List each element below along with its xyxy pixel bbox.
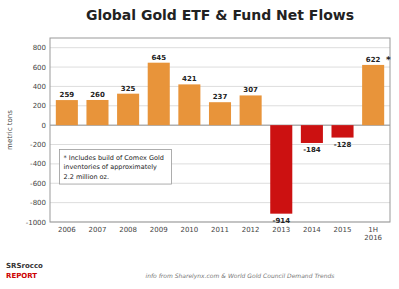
grid-line — [50, 86, 390, 87]
bar — [362, 65, 384, 125]
x-tick-label: 2006 — [58, 226, 76, 234]
bar — [240, 95, 262, 125]
y-tick-label: 600 — [33, 64, 46, 72]
grid-line — [50, 202, 390, 203]
x-tick-label: 2013 — [272, 226, 290, 234]
chart: Global Gold ETF & Fund Net Flows -1000 -80… — [0, 0, 399, 289]
bar — [178, 84, 200, 125]
y-tick-label: -800 — [30, 199, 46, 207]
data-label: 421 — [182, 75, 197, 83]
y-tick-label: 200 — [33, 102, 46, 110]
bar — [148, 63, 170, 125]
x-tick-label: 2015 — [334, 226, 352, 234]
data-label: 307 — [243, 86, 258, 94]
logo-text: REPORT — [6, 272, 37, 280]
x-tick-label: 2012 — [242, 226, 260, 234]
bars — [56, 63, 384, 214]
title: Global Gold ETF & Fund Net Flows — [86, 7, 354, 23]
y-tick-label: -200 — [30, 141, 46, 149]
logo-text: SRSrocco — [6, 262, 43, 270]
bar — [117, 94, 139, 125]
y-tick-label: -400 — [30, 160, 46, 168]
y-tick-label: -1000 — [26, 219, 46, 227]
data-label: 260 — [90, 91, 105, 99]
x-tick-label: 2014 — [303, 226, 321, 234]
data-label: -128 — [334, 141, 352, 149]
data-label: 325 — [121, 85, 136, 93]
grid — [50, 48, 390, 222]
grid-line — [50, 67, 390, 68]
bar — [209, 102, 231, 125]
data-label: 645 — [151, 54, 166, 62]
x-tick-label: 1H2016 — [364, 226, 382, 242]
data-label: -914 — [272, 217, 290, 225]
bar — [56, 100, 78, 125]
x-tick-label: 2011 — [211, 226, 229, 234]
data-label: 259 — [60, 91, 75, 99]
y-axis-label: metric tons — [6, 110, 14, 150]
y-tick-label: -600 — [30, 180, 46, 188]
y-tick-label: 0 — [42, 122, 46, 130]
bar — [331, 125, 353, 137]
x-tick-label: 2007 — [89, 226, 107, 234]
data-label: -184 — [303, 146, 321, 154]
x-tick-label: 2009 — [150, 226, 168, 234]
data-label: 622 — [366, 56, 381, 64]
y-tick-label: 400 — [33, 83, 46, 91]
x-tick-label: 2010 — [180, 226, 198, 234]
footer: info from Sharelynx.com & World Gold Cou… — [145, 272, 334, 280]
y-tick-label: 800 — [33, 44, 46, 52]
bar — [301, 125, 323, 143]
plot-frame — [50, 38, 390, 222]
data-label: 237 — [213, 93, 228, 101]
annotation-star: * — [386, 55, 391, 65]
annotation: * Includes build of Comex Goldinventorie… — [64, 154, 164, 181]
bar — [270, 125, 292, 214]
annotation-box — [60, 150, 172, 185]
grid-line — [50, 47, 390, 48]
bar — [86, 100, 108, 125]
x-tick-label: 2008 — [119, 226, 137, 234]
